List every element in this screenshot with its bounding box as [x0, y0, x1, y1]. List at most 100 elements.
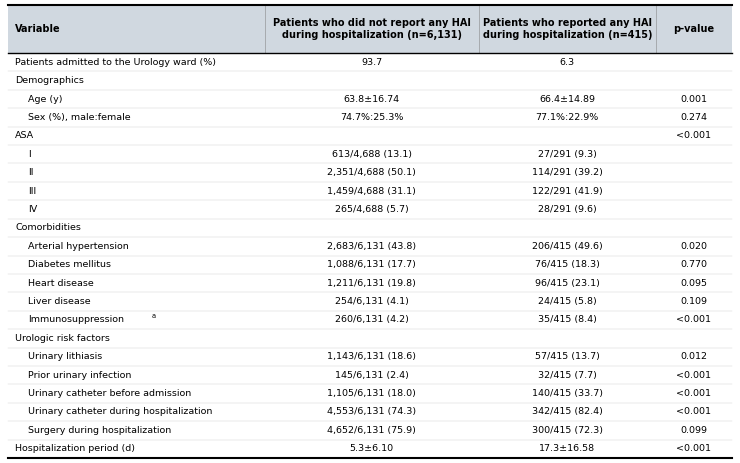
Text: 2,683/6,131 (43.8): 2,683/6,131 (43.8): [327, 242, 417, 251]
Text: 2,351/4,688 (50.1): 2,351/4,688 (50.1): [327, 168, 416, 177]
Text: 93.7: 93.7: [361, 58, 383, 67]
Text: Surgery during hospitalization: Surgery during hospitalization: [28, 426, 171, 435]
Text: Urologic risk factors: Urologic risk factors: [15, 334, 110, 343]
Text: <0.001: <0.001: [676, 444, 711, 453]
Text: 260/6,131 (4.2): 260/6,131 (4.2): [335, 315, 408, 325]
Text: 74.7%:25.3%: 74.7%:25.3%: [340, 113, 403, 122]
Text: 1,211/6,131 (19.8): 1,211/6,131 (19.8): [327, 279, 416, 288]
Text: II: II: [28, 168, 33, 177]
Text: 27/291 (9.3): 27/291 (9.3): [538, 150, 596, 159]
Text: Patients who reported any HAI
during hospitalization (n=415): Patients who reported any HAI during hos…: [482, 18, 652, 40]
Text: 114/291 (39.2): 114/291 (39.2): [532, 168, 602, 177]
Text: 0.099: 0.099: [681, 426, 707, 435]
Text: 6.3: 6.3: [559, 58, 575, 67]
Text: Comorbidities: Comorbidities: [15, 223, 81, 232]
Text: <0.001: <0.001: [676, 389, 711, 398]
Text: Variable: Variable: [15, 24, 61, 34]
Text: 0.109: 0.109: [681, 297, 707, 306]
Text: 77.1%:22.9%: 77.1%:22.9%: [536, 113, 599, 122]
Text: 145/6,131 (2.4): 145/6,131 (2.4): [335, 371, 408, 380]
Text: Urinary catheter during hospitalization: Urinary catheter during hospitalization: [28, 407, 212, 417]
Bar: [8, 163, 732, 182]
Text: 0.012: 0.012: [681, 352, 707, 361]
Text: 265/4,688 (5.7): 265/4,688 (5.7): [335, 205, 408, 214]
Text: 1,143/6,131 (18.6): 1,143/6,131 (18.6): [327, 352, 417, 361]
Text: 206/415 (49.6): 206/415 (49.6): [532, 242, 602, 251]
Bar: [8, 219, 732, 237]
Text: 5.3±6.10: 5.3±6.10: [350, 444, 394, 453]
Bar: [8, 439, 732, 458]
Text: 28/291 (9.6): 28/291 (9.6): [538, 205, 596, 214]
Text: Heart disease: Heart disease: [28, 279, 94, 288]
Text: 66.4±14.89: 66.4±14.89: [539, 94, 595, 104]
Text: 140/415 (33.7): 140/415 (33.7): [532, 389, 603, 398]
Bar: [8, 366, 732, 384]
Text: 1,459/4,688 (31.1): 1,459/4,688 (31.1): [327, 187, 416, 195]
Bar: [8, 108, 732, 127]
Bar: [8, 182, 732, 200]
Bar: [8, 200, 732, 219]
Text: 57/415 (13.7): 57/415 (13.7): [535, 352, 599, 361]
Text: Age (y): Age (y): [28, 94, 62, 104]
Bar: [8, 292, 732, 311]
Text: 32/415 (7.7): 32/415 (7.7): [538, 371, 596, 380]
Text: I: I: [28, 150, 31, 159]
Text: <0.001: <0.001: [676, 131, 711, 140]
Text: Hospitalization period (d): Hospitalization period (d): [15, 444, 135, 453]
Bar: [8, 403, 732, 421]
Text: 1,088/6,131 (17.7): 1,088/6,131 (17.7): [327, 260, 416, 269]
Bar: [8, 311, 732, 329]
Bar: [8, 237, 732, 256]
Text: 0.770: 0.770: [681, 260, 707, 269]
Text: Arterial hypertension: Arterial hypertension: [28, 242, 129, 251]
Text: ASA: ASA: [15, 131, 34, 140]
Text: Patients who did not report any HAI
during hospitalization (n=6,131): Patients who did not report any HAI duri…: [273, 18, 471, 40]
Bar: [8, 127, 732, 145]
Bar: [8, 53, 732, 71]
Bar: [8, 71, 732, 90]
Text: 96/415 (23.1): 96/415 (23.1): [535, 279, 599, 288]
Text: 0.095: 0.095: [681, 279, 707, 288]
Text: 122/291 (41.9): 122/291 (41.9): [532, 187, 602, 195]
Text: 76/415 (18.3): 76/415 (18.3): [535, 260, 599, 269]
Bar: [8, 384, 732, 403]
Text: Diabetes mellitus: Diabetes mellitus: [28, 260, 111, 269]
Text: Urinary lithiasis: Urinary lithiasis: [28, 352, 102, 361]
Text: 4,652/6,131 (75.9): 4,652/6,131 (75.9): [327, 426, 416, 435]
Text: 63.8±16.74: 63.8±16.74: [344, 94, 400, 104]
Text: Demographics: Demographics: [15, 76, 84, 85]
Text: Urinary catheter before admission: Urinary catheter before admission: [28, 389, 191, 398]
Text: Patients admitted to the Urology ward (%): Patients admitted to the Urology ward (%…: [15, 58, 216, 67]
Bar: [8, 5, 732, 53]
Text: 0.001: 0.001: [681, 94, 707, 104]
Text: 613/4,688 (13.1): 613/4,688 (13.1): [332, 150, 411, 159]
Text: IV: IV: [28, 205, 37, 214]
Bar: [8, 256, 732, 274]
Text: 342/415 (82.4): 342/415 (82.4): [532, 407, 602, 417]
Text: <0.001: <0.001: [676, 371, 711, 380]
Bar: [8, 90, 732, 108]
Text: Prior urinary infection: Prior urinary infection: [28, 371, 132, 380]
Text: 17.3±16.58: 17.3±16.58: [539, 444, 596, 453]
Text: a: a: [152, 313, 156, 319]
Text: 1,105/6,131 (18.0): 1,105/6,131 (18.0): [327, 389, 416, 398]
Bar: [8, 348, 732, 366]
Bar: [8, 329, 732, 348]
Text: 0.274: 0.274: [681, 113, 707, 122]
Bar: [8, 145, 732, 163]
Text: 35/415 (8.4): 35/415 (8.4): [538, 315, 596, 325]
Text: <0.001: <0.001: [676, 315, 711, 325]
Text: Immunosuppression: Immunosuppression: [28, 315, 124, 325]
Text: Liver disease: Liver disease: [28, 297, 90, 306]
Text: 4,553/6,131 (74.3): 4,553/6,131 (74.3): [327, 407, 417, 417]
Text: III: III: [28, 187, 36, 195]
Bar: [8, 421, 732, 439]
Text: 24/415 (5.8): 24/415 (5.8): [538, 297, 596, 306]
Text: Sex (%), male:female: Sex (%), male:female: [28, 113, 131, 122]
Text: 300/415 (72.3): 300/415 (72.3): [532, 426, 603, 435]
Text: 254/6,131 (4.1): 254/6,131 (4.1): [335, 297, 408, 306]
Text: 0.020: 0.020: [681, 242, 707, 251]
Text: <0.001: <0.001: [676, 407, 711, 417]
Text: p-value: p-value: [673, 24, 715, 34]
Bar: [8, 274, 732, 292]
